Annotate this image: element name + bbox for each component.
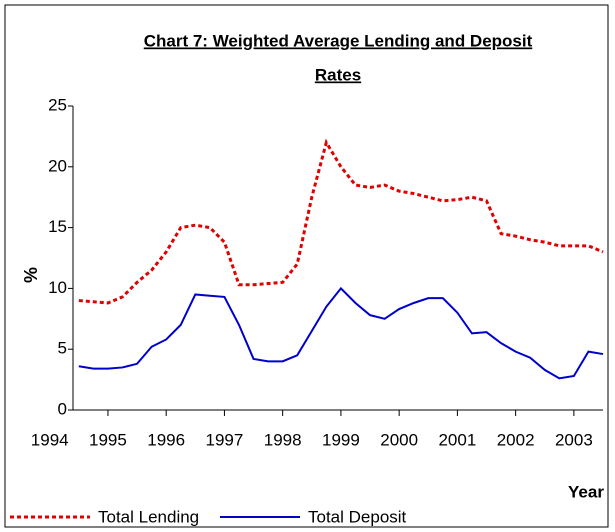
y-tick-label: 25 — [48, 95, 67, 114]
chart-title: Rates — [315, 65, 361, 84]
x-tick-label: 1999 — [322, 430, 360, 449]
legend-label: Total Lending — [98, 507, 199, 526]
x-tick-label: 1998 — [264, 430, 302, 449]
chart-border — [4, 4, 609, 528]
x-tick-label: 2000 — [380, 430, 418, 449]
x-tick-label: 2003 — [555, 430, 593, 449]
y-axis-label: % — [21, 267, 41, 283]
x-tick-label: 2001 — [438, 430, 476, 449]
y-tick-label: 20 — [48, 156, 67, 175]
y-tick-label: 0 — [58, 399, 67, 418]
y-tick-label: 15 — [48, 217, 67, 236]
x-tick-label: 2002 — [497, 430, 535, 449]
y-tick-label: 5 — [58, 339, 67, 358]
series-line — [78, 138, 604, 305]
x-tick-label: 1994 — [31, 430, 69, 449]
chart-title: Chart 7: Weighted Average Lending and De… — [144, 31, 533, 50]
x-tick-label: 1996 — [147, 430, 185, 449]
x-tick-label: 1997 — [206, 430, 244, 449]
x-tick-label: 1995 — [89, 430, 127, 449]
series-line — [78, 286, 604, 380]
legend-label: Total Deposit — [308, 507, 407, 526]
x-axis-label: Year — [568, 482, 604, 501]
y-tick-label: 10 — [48, 278, 67, 297]
